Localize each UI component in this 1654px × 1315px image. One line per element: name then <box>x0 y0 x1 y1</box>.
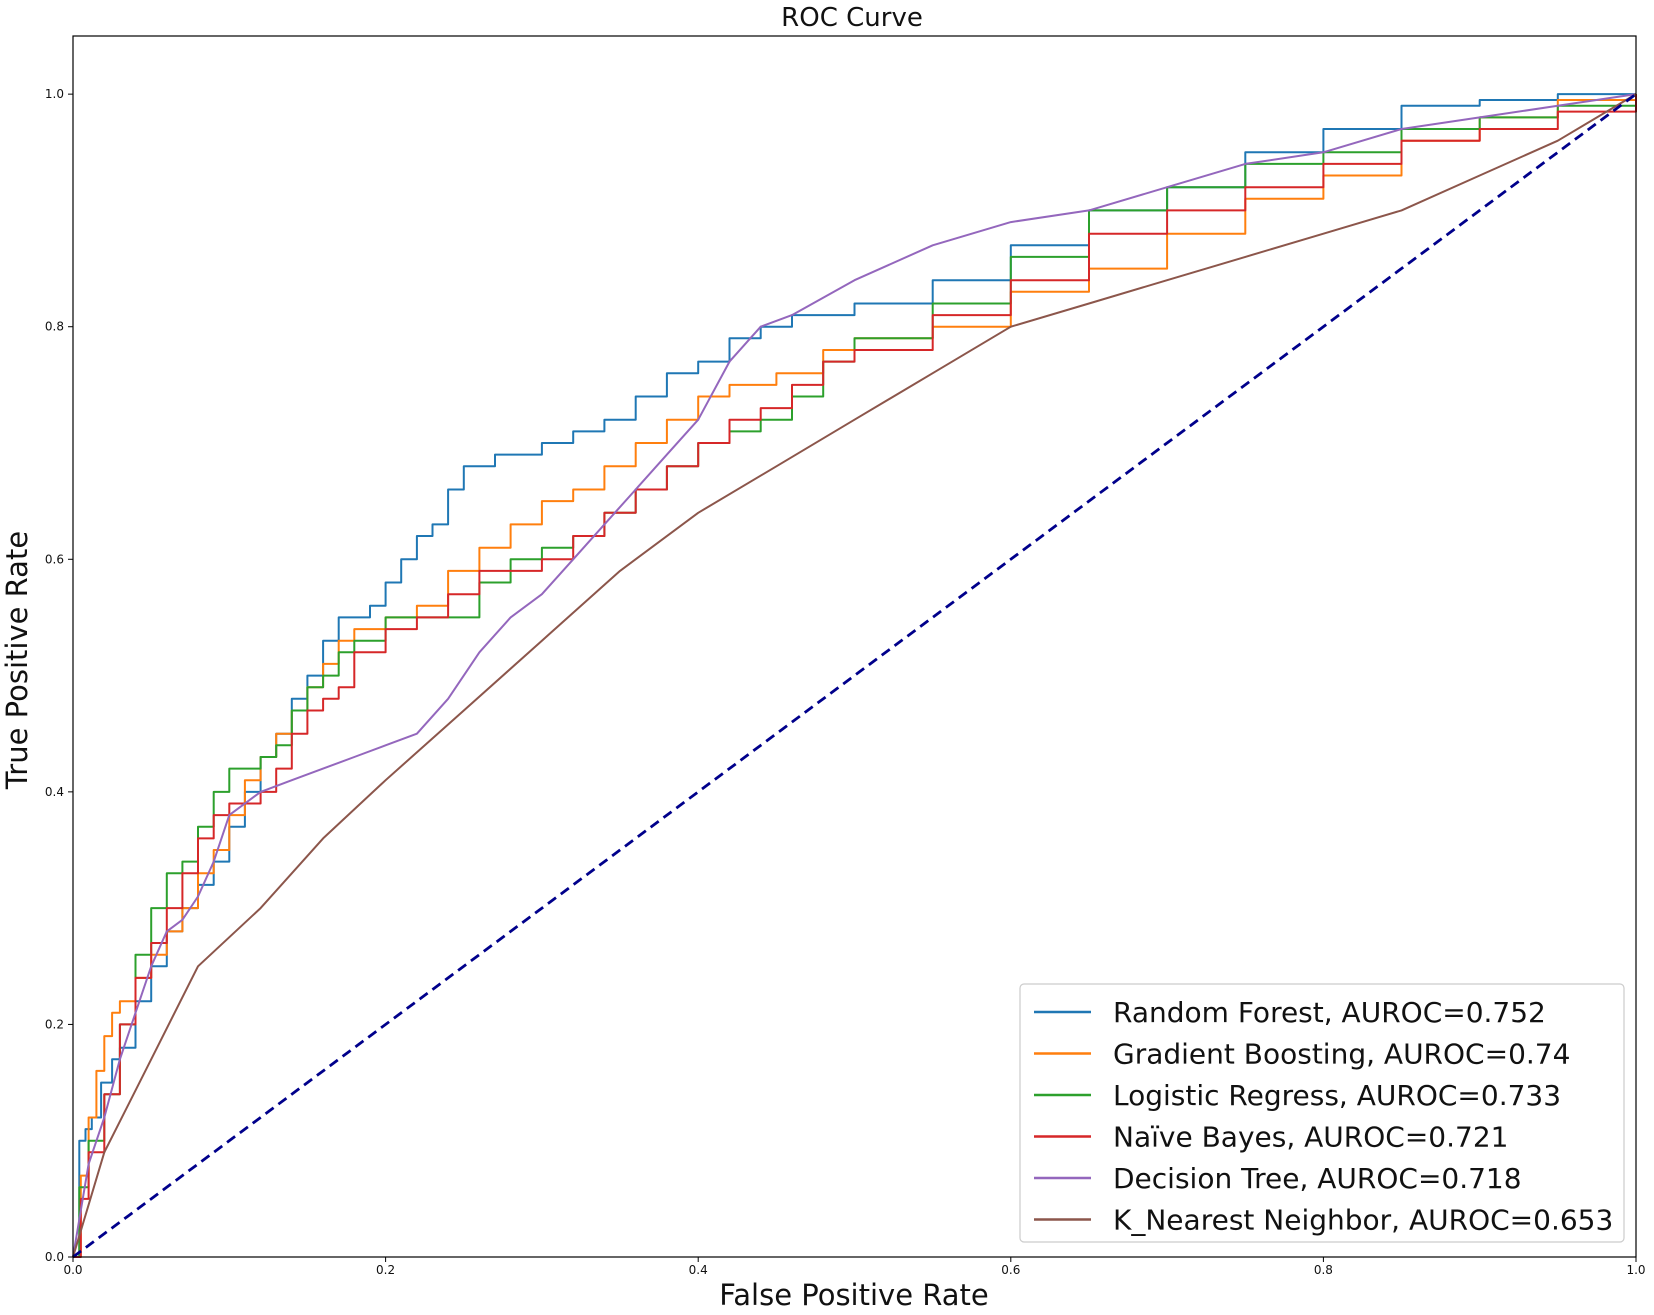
chance-diagonal-line <box>72 92 1637 1259</box>
x-tick-label: 0.4 <box>689 1263 708 1277</box>
x-tick-label: 0.6 <box>1001 1263 1020 1277</box>
series-line-5 <box>72 93 1637 1258</box>
legend-label-1: Gradient Boosting, AUROC=0.74 <box>1113 1038 1570 1071</box>
y-tick-label: 0.2 <box>45 1017 64 1031</box>
legend-label-4: Decision Tree, AUROC=0.718 <box>1113 1162 1522 1195</box>
series-layer <box>72 92 1637 1259</box>
series-line-4 <box>72 93 1637 1258</box>
legend: Random Forest, AUROC=0.752 Gradient Boost… <box>1019 983 1625 1243</box>
legend-label-2: Logistic Regress, AUROC=0.733 <box>1113 1079 1561 1112</box>
series-line-3 <box>73 94 1637 1258</box>
x-tick-label: 1.0 <box>1626 1263 1645 1277</box>
x-axis-label: False Positive Rate <box>719 1278 989 1312</box>
x-tick-label: 0.0 <box>63 1263 82 1277</box>
legend-entries: Random Forest, AUROC=0.752 Gradient Boost… <box>1034 996 1613 1237</box>
series-line-0 <box>73 93 1636 1258</box>
y-tick-label: 0.0 <box>45 1250 64 1264</box>
y-tick-label: 0.4 <box>45 785 64 799</box>
y-tick-label: 1.0 <box>45 87 64 101</box>
y-tick-label: 0.6 <box>45 552 64 566</box>
ticks-layer: 0.0 0.2 0.4 0.6 0.8 1.0 0.0 0.2 0.4 0.6 0.8 1.0 <box>45 87 1646 1277</box>
legend-label-5: K_Nearest Neighbor, AUROC=0.653 <box>1113 1204 1613 1237</box>
y-axis-label: True Positive Rate <box>0 531 34 790</box>
legend-label-3: Naïve Bayes, AUROC=0.721 <box>1113 1121 1508 1154</box>
chart-title: ROC Curve <box>781 3 923 33</box>
plot-frame <box>72 35 1637 1258</box>
legend-label-0: Random Forest, AUROC=0.752 <box>1113 996 1546 1029</box>
legend-box <box>1019 983 1625 1243</box>
y-tick-label: 0.8 <box>45 320 64 334</box>
x-tick-label: 0.2 <box>376 1263 395 1277</box>
x-tick-label: 0.8 <box>1314 1263 1333 1277</box>
